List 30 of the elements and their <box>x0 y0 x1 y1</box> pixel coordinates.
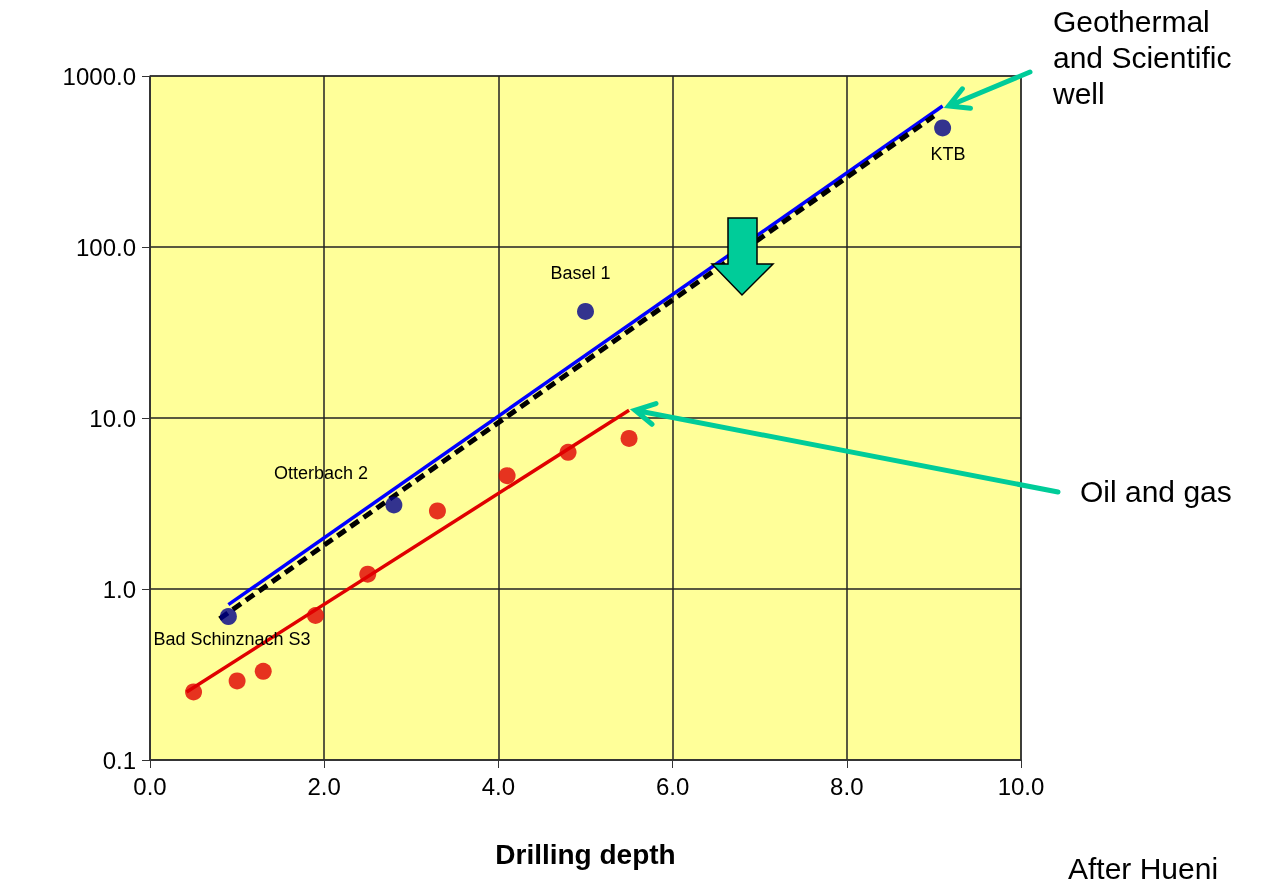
annotation: Geothermal and Scientific well <box>1053 4 1233 112</box>
x-tick-label: 8.0 <box>830 772 864 800</box>
point <box>254 662 272 680</box>
point <box>228 672 246 690</box>
x-tick-label: 10.0 <box>997 772 1045 800</box>
annotation: Basel 1 <box>550 263 611 285</box>
annotation: Oil and gas <box>1080 474 1233 510</box>
point <box>185 683 203 701</box>
y-tick-label: 100.0 <box>75 233 136 261</box>
y-tick-label: 10.0 <box>89 404 136 432</box>
point <box>577 302 594 320</box>
point <box>934 119 952 137</box>
x-tick-label: 2.0 <box>307 772 341 800</box>
text: After Hueni <box>1068 852 1219 886</box>
point <box>219 608 237 626</box>
y-tick-label: 0.1 <box>102 746 136 774</box>
point <box>385 496 403 514</box>
point <box>620 429 638 447</box>
x-axis-title: Drilling depth <box>495 838 676 870</box>
point <box>359 565 377 583</box>
point <box>498 467 516 485</box>
point <box>559 443 577 461</box>
point <box>428 502 446 520</box>
y-tick-label: 1000.0 <box>62 62 136 90</box>
x-tick-label: 6.0 <box>655 772 690 800</box>
x-tick-label: 0.0 <box>133 772 167 800</box>
point <box>307 606 324 624</box>
y-tick-label: 1.0 <box>102 575 136 603</box>
annotation: KTB <box>930 143 966 165</box>
x-tick-label: 4.0 <box>481 772 516 800</box>
